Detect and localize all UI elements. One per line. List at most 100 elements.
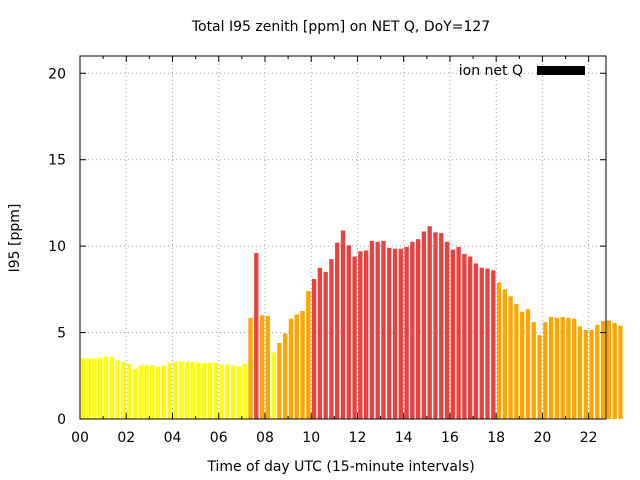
bar — [479, 267, 484, 419]
bar — [485, 268, 490, 419]
bar — [525, 309, 531, 419]
bar — [410, 241, 415, 419]
bar — [392, 248, 398, 419]
bar — [439, 233, 444, 419]
bar — [288, 318, 294, 419]
bar — [363, 250, 369, 419]
bar — [572, 318, 577, 419]
bar — [323, 272, 328, 419]
x-tick-label: 02 — [117, 430, 135, 446]
bar — [236, 366, 242, 419]
bar — [311, 278, 317, 419]
bar — [387, 247, 392, 419]
bar — [248, 317, 253, 419]
plot-frame — [79, 55, 607, 420]
bar — [219, 364, 224, 419]
bar — [531, 322, 536, 419]
bar — [173, 361, 178, 419]
bar — [225, 364, 230, 419]
bar — [595, 324, 600, 419]
bar — [161, 365, 166, 419]
x-tick-label: 16 — [441, 430, 459, 446]
x-tick-label: 12 — [349, 430, 367, 446]
bar — [242, 363, 247, 419]
bar — [375, 241, 380, 419]
bar — [606, 320, 612, 419]
bar — [98, 357, 103, 419]
chart-title: Total I95 zenith [ppm] on NET Q, DoY=127 — [191, 19, 490, 35]
bar — [618, 325, 623, 419]
bar — [462, 253, 467, 419]
bar — [80, 358, 86, 419]
x-tick-label: 10 — [302, 430, 320, 446]
bar — [103, 356, 109, 419]
bar — [259, 315, 265, 419]
grid — [80, 56, 606, 419]
bar — [115, 360, 120, 419]
bar — [566, 317, 571, 419]
bar — [346, 245, 351, 419]
bar — [317, 267, 323, 419]
legend: ion net Q — [459, 63, 585, 79]
bar — [92, 358, 97, 419]
bar — [150, 365, 155, 419]
bar — [548, 317, 554, 419]
bar — [491, 270, 496, 419]
x-tick-label: 00 — [71, 430, 89, 446]
bar — [583, 329, 588, 419]
bar — [352, 256, 357, 419]
y-tick-labels: 0 5 10 15 20 — [48, 66, 66, 428]
bar — [196, 362, 201, 419]
bar — [126, 363, 132, 419]
x-tick-label: 04 — [164, 430, 182, 446]
x-axis-label: Time of day UTC (15-minute intervals) — [206, 459, 474, 475]
bar — [358, 251, 363, 419]
bar — [468, 256, 473, 419]
bar — [520, 311, 525, 419]
x-tick-label: 08 — [256, 430, 274, 446]
bar — [427, 226, 432, 419]
bar — [600, 321, 606, 419]
bar — [508, 296, 513, 419]
x-tick-label: 18 — [487, 430, 505, 446]
bar — [612, 323, 617, 419]
x-tick-labels: 00 02 04 06 08 10 12 14 16 18 20 22 — [71, 430, 597, 446]
bar — [496, 282, 502, 419]
x-tick-label: 20 — [534, 430, 552, 446]
bar — [138, 365, 143, 419]
bar — [577, 326, 583, 419]
bar — [589, 329, 594, 419]
bar — [109, 356, 114, 419]
bar — [184, 361, 190, 419]
bar — [340, 230, 346, 419]
y-tick-label: 20 — [48, 66, 66, 82]
bar — [86, 358, 91, 419]
x-tick-label: 06 — [210, 430, 228, 446]
bar — [554, 317, 560, 419]
y-tick-label: 10 — [48, 239, 66, 255]
legend-swatch — [537, 66, 585, 75]
bar — [502, 289, 508, 419]
bar — [132, 368, 138, 419]
bar — [231, 365, 236, 419]
bar — [213, 362, 219, 419]
bar — [283, 333, 288, 419]
ticks — [79, 56, 606, 420]
bar — [450, 249, 455, 419]
bar — [329, 259, 334, 419]
bar — [190, 361, 195, 419]
bar — [456, 247, 461, 419]
x-tick-label: 14 — [395, 430, 413, 446]
y-tick-label: 5 — [57, 326, 66, 342]
y-tick-label: 0 — [57, 412, 66, 428]
bars — [80, 226, 623, 419]
bar — [265, 316, 271, 419]
bar — [473, 263, 479, 419]
legend-label: ion net Q — [459, 63, 523, 79]
bar — [207, 362, 213, 419]
bar — [369, 240, 375, 419]
y-tick-label: 15 — [48, 153, 66, 169]
bar — [254, 253, 259, 419]
x-tick-label: 22 — [580, 430, 598, 446]
